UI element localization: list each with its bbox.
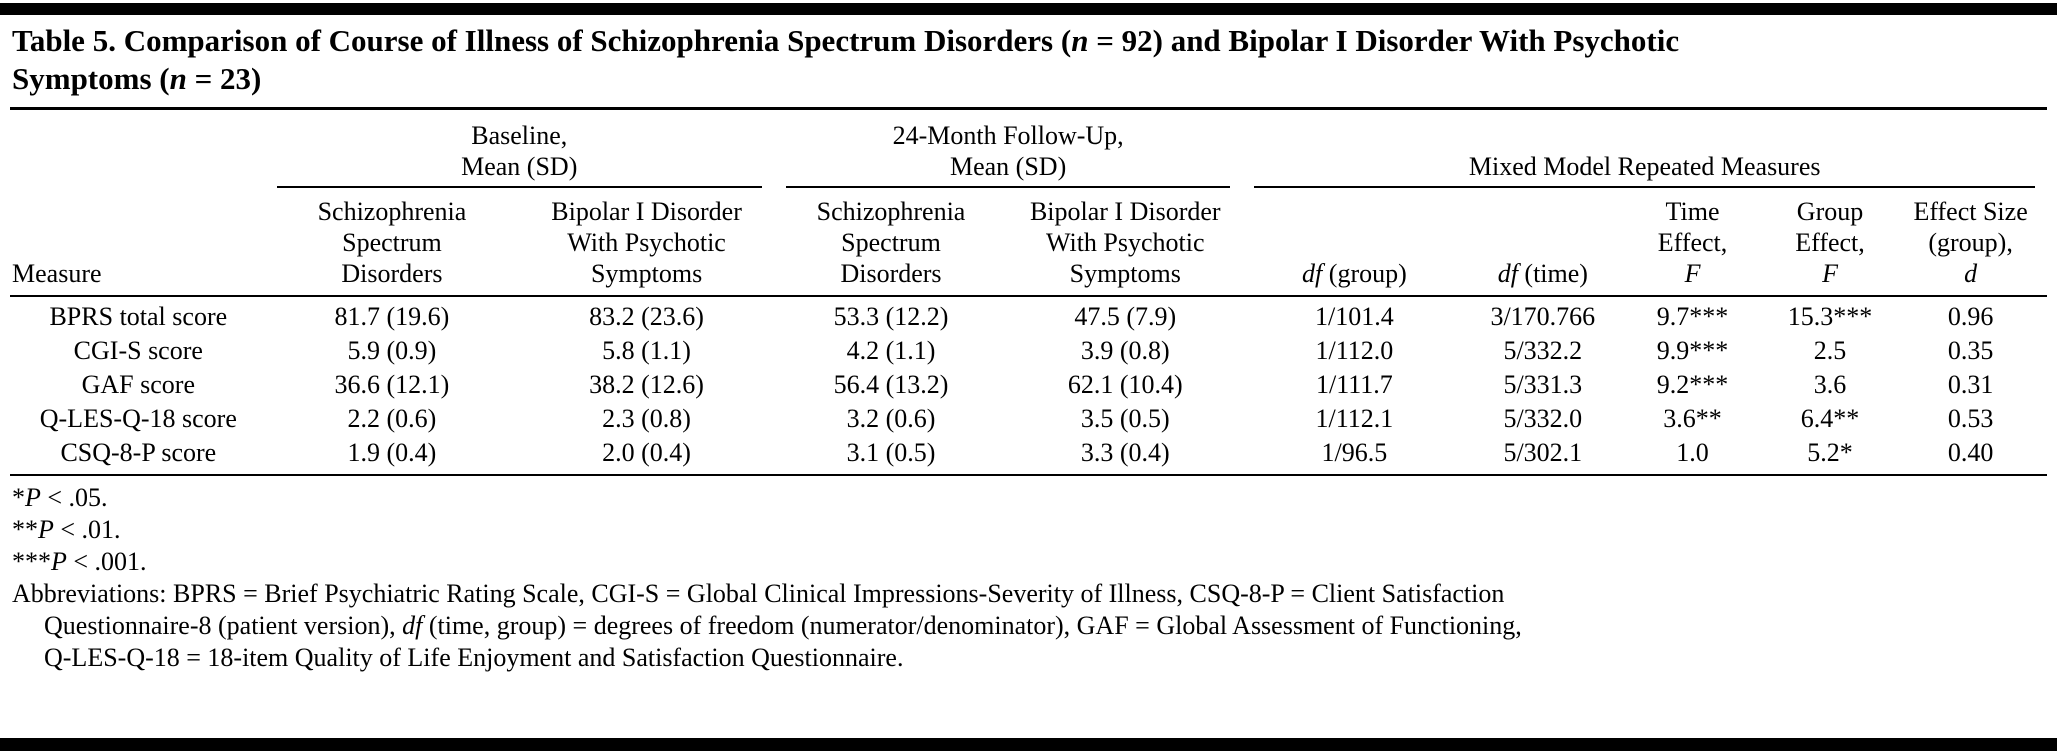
table-cell: 47.5 (7.9) bbox=[1074, 302, 1177, 331]
col-header-followup-schizophrenia: Schizophrenia Spectrum Disorders bbox=[773, 188, 1009, 297]
table-cell: 3.5 (0.5) bbox=[1080, 404, 1170, 433]
group-header-baseline: Baseline, Mean (SD) bbox=[265, 110, 774, 188]
group-header-row: Baseline, Mean (SD) 24-Month Follow-Up, … bbox=[10, 110, 2047, 188]
col-header-baseline-bipolar: Bipolar I Disorder With Psychotic Sympto… bbox=[519, 188, 774, 297]
table-cell: 6.4** bbox=[1800, 404, 1860, 433]
group-header-mixed-model: Mixed Model Repeated Measures bbox=[1242, 110, 2047, 188]
table-cell: 5.9 (0.9) bbox=[347, 336, 437, 365]
table-cell: 2.2 (0.6) bbox=[347, 404, 437, 433]
row-measure: Q-LES-Q-18 score bbox=[39, 404, 237, 433]
table-cell: 4.2 (1.1) bbox=[846, 336, 936, 365]
footnote-significance-p001: ***P < .001. bbox=[12, 547, 147, 576]
table-row-bprs: BPRS total score 81.7 (19.6) 83.2 (23.6)… bbox=[10, 296, 2047, 334]
col-header-measure: Measure bbox=[10, 188, 265, 297]
table-cell: 5/302.1 bbox=[1466, 436, 1620, 476]
table-cell: 15.3*** bbox=[1787, 302, 1873, 331]
table-cell: 3.2 (0.6) bbox=[846, 404, 936, 433]
table-cell: 56.4 (13.2) bbox=[833, 370, 949, 399]
table-cell: 5/332.2 bbox=[1503, 336, 1583, 365]
table-cell: 2.3 (0.8) bbox=[602, 404, 691, 433]
bottom-rule bbox=[0, 738, 2057, 751]
col-header-df-time: df (time) bbox=[1466, 188, 1620, 297]
table-cell: 62.1 (10.4) bbox=[1067, 370, 1183, 399]
group-header-mixed-model-label: Mixed Model Repeated Measures bbox=[1254, 151, 2035, 188]
table-content: Table 5. Comparison of Course of Illness… bbox=[0, 15, 2057, 674]
title-line-1: Table 5. Comparison of Course of Illness… bbox=[12, 23, 1680, 58]
table-cell: 83.2 (23.6) bbox=[589, 302, 704, 331]
footnotes: *P < .05. **P < .01. ***P < .001. Abbrev… bbox=[10, 476, 2047, 674]
table-cell: 36.6 (12.1) bbox=[334, 370, 450, 399]
col-header-time-effect: Time Effect, F bbox=[1619, 188, 1766, 297]
table-cell: 3.6 bbox=[1813, 370, 1847, 399]
footnote-significance-p05: *P < .05. bbox=[12, 483, 108, 512]
table-cell: 5/331.3 bbox=[1503, 370, 1583, 399]
row-measure: CGI-S score bbox=[73, 336, 203, 365]
table-cell: 9.7*** bbox=[1656, 302, 1729, 331]
table-cell: 38.2 (12.6) bbox=[589, 370, 704, 399]
footnote-abbreviations-line2: Questionnaire-8 (patient version), df (t… bbox=[44, 611, 1522, 640]
table-row-csq: CSQ-8-P score 1.9 (0.4) 2.0 (0.4) 3.1 (0… bbox=[10, 436, 2047, 476]
table-cell: 1/96.5 bbox=[1242, 436, 1467, 476]
col-header-baseline-schizophrenia: Schizophrenia Spectrum Disorders bbox=[264, 188, 520, 297]
table-body: BPRS total score 81.7 (19.6) 83.2 (23.6)… bbox=[10, 296, 2047, 476]
group-header-followup-label: 24-Month Follow-Up, Mean (SD) bbox=[785, 120, 1231, 188]
table-cell: 9.9*** bbox=[1656, 336, 1729, 365]
italic-n: n bbox=[1071, 23, 1089, 58]
table-cell: 0.35 bbox=[1947, 336, 1994, 365]
table-cell: 3/170.766 bbox=[1490, 302, 1596, 331]
table-cell: 53.3 (12.2) bbox=[833, 302, 949, 331]
table-cell: 0.31 bbox=[1947, 370, 1994, 399]
data-table: Baseline, Mean (SD) 24-Month Follow-Up, … bbox=[10, 110, 2047, 476]
spacer-cell bbox=[10, 110, 265, 188]
table-cell: 3.6** bbox=[1663, 404, 1722, 433]
col-header-followup-bipolar: Bipolar I Disorder With Psychotic Sympto… bbox=[1008, 188, 1243, 297]
table-cell: 0.53 bbox=[1947, 404, 1994, 433]
italic-n: n bbox=[169, 61, 187, 96]
row-measure: CSQ-8-P score bbox=[10, 436, 265, 476]
table-cell: 5/332.0 bbox=[1503, 404, 1583, 433]
table-row-cgis: CGI-S score 5.9 (0.9) 5.8 (1.1) 4.2 (1.1… bbox=[10, 334, 2047, 368]
table-cell: 2.5 bbox=[1813, 336, 1847, 365]
footnote-significance-p01: **P < .01. bbox=[12, 515, 121, 544]
table-title: Table 5. Comparison of Course of Illness… bbox=[10, 15, 2047, 110]
table-cell: 5.2* bbox=[1765, 436, 1895, 476]
row-measure: GAF score bbox=[81, 370, 195, 399]
col-header-effect-size: Effect Size (group), d bbox=[1894, 188, 2047, 297]
table-cell: 1/112.0 bbox=[1315, 336, 1394, 365]
table-cell: 3.1 (0.5) bbox=[773, 436, 1009, 476]
col-header-df-group: df (group) bbox=[1242, 188, 1467, 297]
table-cell: 3.9 (0.8) bbox=[1080, 336, 1170, 365]
col-header-group-effect: Group Effect, F bbox=[1765, 188, 1895, 297]
group-header-baseline-label: Baseline, Mean (SD) bbox=[276, 120, 762, 188]
table-cell: 1.9 (0.4) bbox=[264, 436, 520, 476]
table-cell: 5.8 (1.1) bbox=[602, 336, 691, 365]
table-cell: 1/101.4 bbox=[1315, 302, 1394, 331]
table-cell: 0.40 bbox=[1894, 436, 2047, 476]
column-header-row: Measure Schizophrenia Spectrum Disorders… bbox=[10, 188, 2047, 297]
table-cell: 1/111.7 bbox=[1316, 370, 1393, 399]
top-rule bbox=[0, 3, 2057, 15]
title-line-2: Symptoms (n = 23) bbox=[12, 61, 262, 96]
table-cell: 9.2*** bbox=[1656, 370, 1729, 399]
table-row-qlesq: Q-LES-Q-18 score 2.2 (0.6) 2.3 (0.8) 3.2… bbox=[10, 402, 2047, 436]
table-row-gaf: GAF score 36.6 (12.1) 38.2 (12.6) 56.4 (… bbox=[10, 368, 2047, 402]
table-cell: 1/112.1 bbox=[1315, 404, 1394, 433]
table-cell: 1.0 bbox=[1619, 436, 1766, 476]
row-measure: BPRS total score bbox=[49, 302, 228, 331]
table-cell: 81.7 (19.6) bbox=[334, 302, 450, 331]
footnote-abbreviations-line1: Abbreviations: BPRS = Brief Psychiatric … bbox=[12, 579, 1505, 608]
table-cell: 2.0 (0.4) bbox=[519, 436, 774, 476]
footnote-abbreviations-line3: Q-LES-Q-18 = 18-item Quality of Life Enj… bbox=[44, 643, 904, 672]
group-header-followup: 24-Month Follow-Up, Mean (SD) bbox=[774, 110, 1243, 188]
table-cell: 3.3 (0.4) bbox=[1008, 436, 1243, 476]
table-cell: 0.96 bbox=[1947, 302, 1994, 331]
